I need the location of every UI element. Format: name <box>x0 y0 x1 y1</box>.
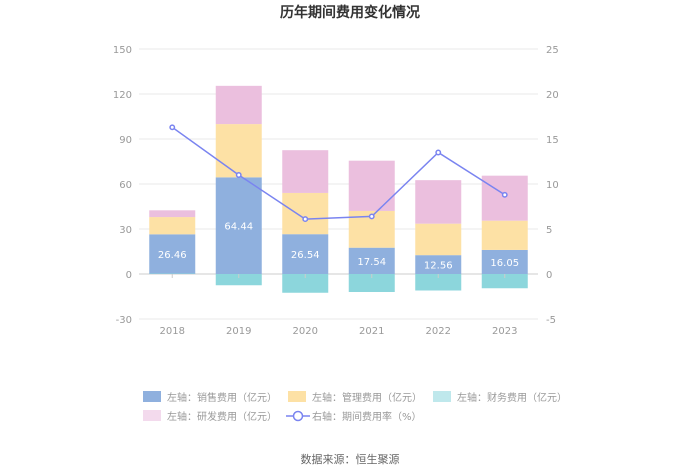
rate-line <box>169 124 508 223</box>
bar-segment <box>348 160 395 211</box>
bar-segment <box>282 192 329 235</box>
left-axis-tick: 0 <box>126 270 132 281</box>
bar-segment <box>149 210 196 218</box>
data-source: 数据来源：恒生聚源 <box>301 452 400 466</box>
bar-segment <box>149 217 196 235</box>
legend-swatch <box>288 391 306 402</box>
x-axis-tick: 2021 <box>359 326 384 337</box>
legend-swatch <box>433 391 451 402</box>
value-labels: 26.46 64.44 26.54 17.54 12.56 16.05 <box>158 222 519 272</box>
value-label: 16.05 <box>490 258 519 269</box>
legend-label: 左轴：研发费用（亿元） <box>167 410 277 423</box>
axis-labels: -30 -5 0 0 30 5 60 10 90 15 120 20 150 25 2018 2019 2020… <box>113 45 559 337</box>
legend-label: 右轴：期间费用率（%） <box>312 410 422 423</box>
bar-segment <box>348 274 395 292</box>
right-axis-tick: -5 <box>546 315 556 326</box>
bar-segment <box>415 180 462 224</box>
chart-title: 历年期间费用变化情况 <box>280 4 420 21</box>
x-axis-tick: 2022 <box>426 326 451 337</box>
left-axis-tick: 30 <box>119 225 132 236</box>
value-label: 12.56 <box>424 261 453 272</box>
bar-segment <box>149 234 196 274</box>
legend-label: 左轴：管理费用（亿元） <box>312 391 422 404</box>
left-axis-tick: 60 <box>119 180 132 191</box>
value-label: 17.54 <box>357 257 386 268</box>
legend-marker <box>292 410 304 422</box>
bar-segment <box>215 274 262 286</box>
bar-segment <box>348 247 395 274</box>
rate-point <box>368 213 375 220</box>
rate-point <box>169 124 176 131</box>
right-axis-tick: 20 <box>546 90 559 101</box>
x-axis-tick: 2019 <box>226 326 251 337</box>
right-axis-tick: 25 <box>546 45 559 56</box>
bar-segment <box>481 274 528 289</box>
rate-point <box>235 172 242 178</box>
left-axis-tick: -30 <box>116 315 132 326</box>
bar-segment <box>282 234 329 274</box>
left-axis-tick: 90 <box>119 135 132 146</box>
bar-segment <box>415 223 462 256</box>
rate-point <box>435 149 442 156</box>
right-axis-tick: 5 <box>546 225 552 236</box>
legend[interactable]: 左轴：销售费用（亿元） 左轴：管理费用（亿元） 左轴：财务费用（亿元） 左轴：研发费用… <box>143 391 567 423</box>
bar-segment <box>415 255 462 274</box>
right-axis-tick: 10 <box>546 180 559 191</box>
bar-segment <box>215 85 262 125</box>
bars <box>149 85 528 293</box>
bar-segment <box>415 274 462 291</box>
gridlines <box>139 48 538 320</box>
bar-segment <box>215 124 262 178</box>
value-label: 26.54 <box>291 250 320 261</box>
rate-point <box>501 191 508 198</box>
bar-segment <box>282 274 329 293</box>
legend-label: 左轴：财务费用（亿元） <box>457 391 567 404</box>
bar-segment <box>215 177 262 274</box>
left-axis-tick: 120 <box>113 90 132 101</box>
x-axis-tick: 2020 <box>293 326 318 337</box>
x-axis-tick: 2023 <box>492 326 517 337</box>
legend-swatch <box>143 410 161 421</box>
bar-segment <box>481 175 528 221</box>
rate-polyline <box>171 126 506 220</box>
bar-segment <box>481 249 528 274</box>
legend-label: 左轴：销售费用（亿元） <box>167 391 277 404</box>
x-axis-tick: 2018 <box>160 326 185 337</box>
value-label: 64.44 <box>224 222 253 233</box>
legend-swatch <box>143 391 161 402</box>
rate-point <box>302 216 309 223</box>
left-axis-tick: 150 <box>113 45 132 56</box>
right-axis-tick: 0 <box>546 270 552 281</box>
value-label: 26.46 <box>158 250 187 261</box>
right-axis-tick: 15 <box>546 135 559 146</box>
bar-segment <box>282 150 329 193</box>
bar-segment <box>481 220 528 250</box>
